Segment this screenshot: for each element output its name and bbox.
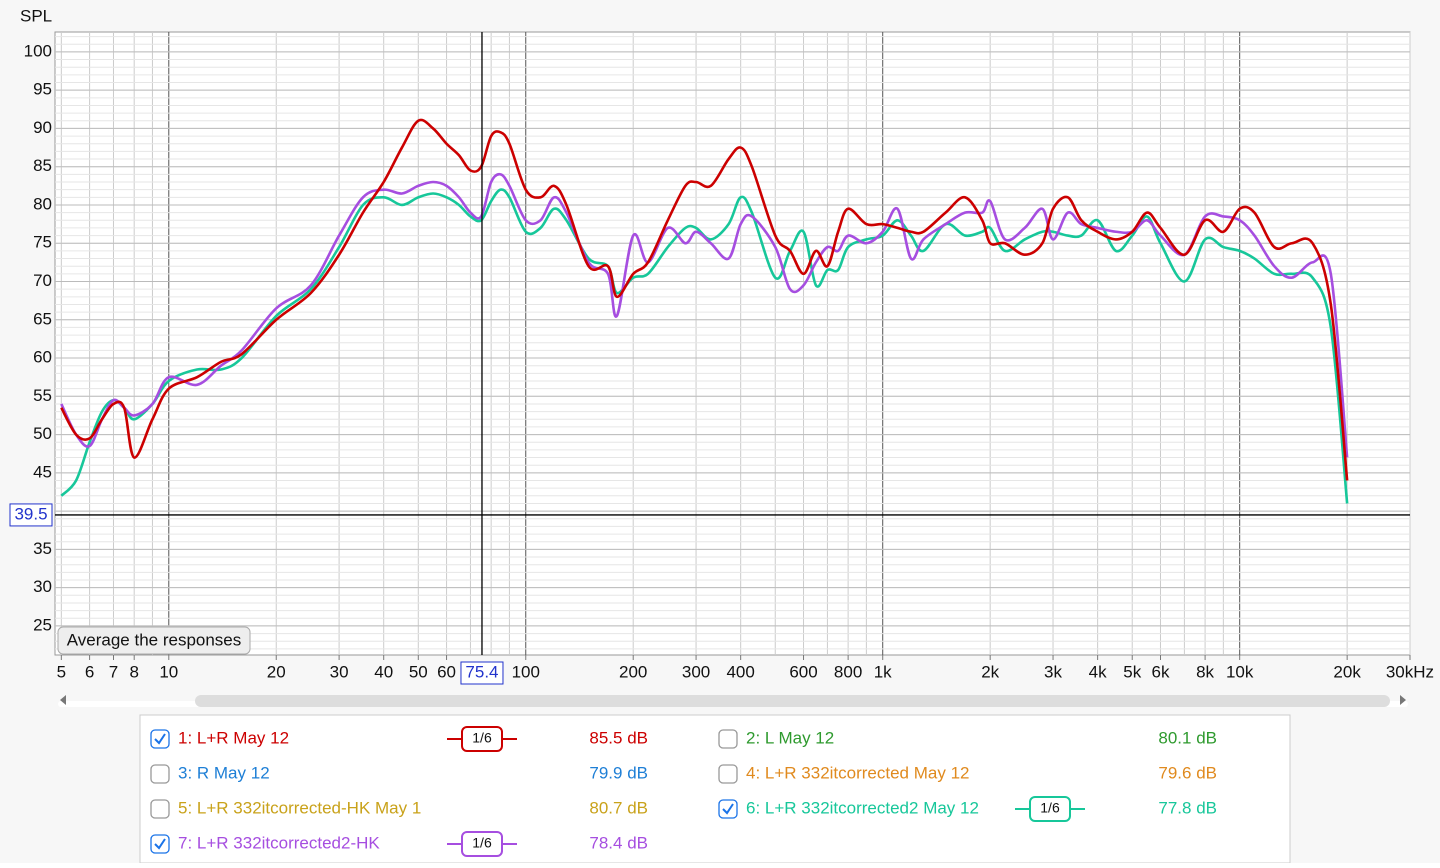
- smoothing-box[interactable]: [1029, 796, 1071, 822]
- y-tick-label: 65: [33, 309, 52, 328]
- series-level: 77.8 dB: [1158, 798, 1217, 817]
- x-tick-label: 6k: [1152, 662, 1170, 681]
- x-tick-label: 1k: [874, 662, 892, 681]
- y-tick-label: 25: [33, 615, 52, 634]
- x-tick-label: 5: [57, 662, 66, 681]
- checkmark: [722, 803, 734, 815]
- x-tick-label: 100: [512, 662, 540, 681]
- plot-area: [54, 31, 1411, 656]
- x-tick-label: 8k: [1196, 662, 1214, 681]
- y-tick-label: 45: [33, 462, 52, 481]
- x-tick-label: 200: [619, 662, 647, 681]
- legend-panel: [139, 714, 1291, 864]
- y-tick-label: 35: [33, 539, 52, 558]
- series-name: 5: L+R 332itcorrected-HK May 1: [178, 798, 421, 817]
- smoothing-box[interactable]: [461, 831, 503, 857]
- checkbox[interactable]: [150, 799, 170, 819]
- x-tick-label: 10: [159, 662, 178, 681]
- smoothing-label: 1/6: [472, 835, 492, 851]
- y-tick-label: 90: [33, 118, 52, 137]
- series-level: 78.4 dB: [589, 833, 648, 852]
- y-tick-label: 70: [33, 271, 52, 290]
- y-tick-label: 50: [33, 424, 52, 443]
- y-tick-label: 30: [33, 577, 52, 596]
- x-tick-label: 20: [267, 662, 286, 681]
- x-tick-label: 40: [374, 662, 393, 681]
- y-tick-label: 55: [33, 386, 52, 405]
- cursor-y-box: [9, 503, 53, 527]
- series-name: 7: L+R 332itcorrected2-HK: [178, 833, 380, 852]
- series-level: 79.6 dB: [1158, 763, 1217, 782]
- x-tick-label: 4k: [1089, 662, 1107, 681]
- cursor-y-label: 39.5: [14, 504, 47, 523]
- x-tick-label: 10k: [1226, 662, 1254, 681]
- x-tick-label: 20k: [1333, 662, 1361, 681]
- series-level: 85.5 dB: [589, 728, 648, 747]
- x-tick-label: 3k: [1044, 662, 1062, 681]
- x-tick-label: 30kHz: [1386, 662, 1434, 681]
- x-tick-label: 600: [789, 662, 817, 681]
- cursor-x-label: 75.4: [465, 662, 498, 681]
- checkbox[interactable]: [718, 799, 738, 819]
- y-tick-label: 60: [33, 348, 52, 367]
- response-line: [60, 118, 1349, 481]
- average-button[interactable]: [57, 626, 251, 655]
- checkmark: [154, 838, 166, 850]
- x-tick-label: 8: [129, 662, 138, 681]
- response-line: [60, 188, 1349, 504]
- x-tick-label: 5k: [1123, 662, 1141, 681]
- y-tick-label: 100: [24, 41, 52, 60]
- smoothing-box[interactable]: [461, 726, 503, 752]
- checkmark: [154, 733, 166, 745]
- average-button-label[interactable]: Average the responses: [67, 630, 242, 649]
- checkbox[interactable]: [150, 834, 170, 854]
- checkbox[interactable]: [718, 764, 738, 784]
- y-axis-label: SPL: [20, 6, 52, 25]
- scrollbar-thumb[interactable]: [195, 695, 1390, 707]
- response-line: [60, 172, 1349, 458]
- y-tick-label: 75: [33, 233, 52, 252]
- series-level: 80.7 dB: [589, 798, 648, 817]
- x-tick-label: 7: [109, 662, 118, 681]
- series-name: 3: R May 12: [178, 763, 270, 782]
- series-level: 80.1 dB: [1158, 728, 1217, 747]
- x-tick-label: 6: [85, 662, 94, 681]
- x-tick-label: 60: [437, 662, 456, 681]
- x-tick-label: 30: [330, 662, 349, 681]
- x-tick-label: 300: [682, 662, 710, 681]
- series-name: 1: L+R May 12: [178, 728, 289, 747]
- x-tick-label: 50: [409, 662, 428, 681]
- series-name: 2: L May 12: [746, 728, 834, 747]
- series-level: 79.9 dB: [589, 763, 648, 782]
- cursor-x-box: [460, 661, 504, 685]
- x-tick-label: 800: [834, 662, 862, 681]
- y-tick-label: 85: [33, 156, 52, 175]
- checkbox[interactable]: [718, 729, 738, 749]
- x-tick-label: 2k: [981, 662, 999, 681]
- smoothing-label: 1/6: [472, 730, 492, 746]
- checkbox[interactable]: [150, 729, 170, 749]
- smoothing-label: 1/6: [1040, 800, 1060, 816]
- series-name: 4: L+R 332itcorrected May 12: [746, 763, 969, 782]
- y-tick-label: 95: [33, 80, 52, 99]
- x-tick-label: 400: [726, 662, 754, 681]
- series-name: 6: L+R 332itcorrected2 May 12: [746, 798, 979, 817]
- checkbox[interactable]: [150, 764, 170, 784]
- y-tick-label: 80: [33, 194, 52, 213]
